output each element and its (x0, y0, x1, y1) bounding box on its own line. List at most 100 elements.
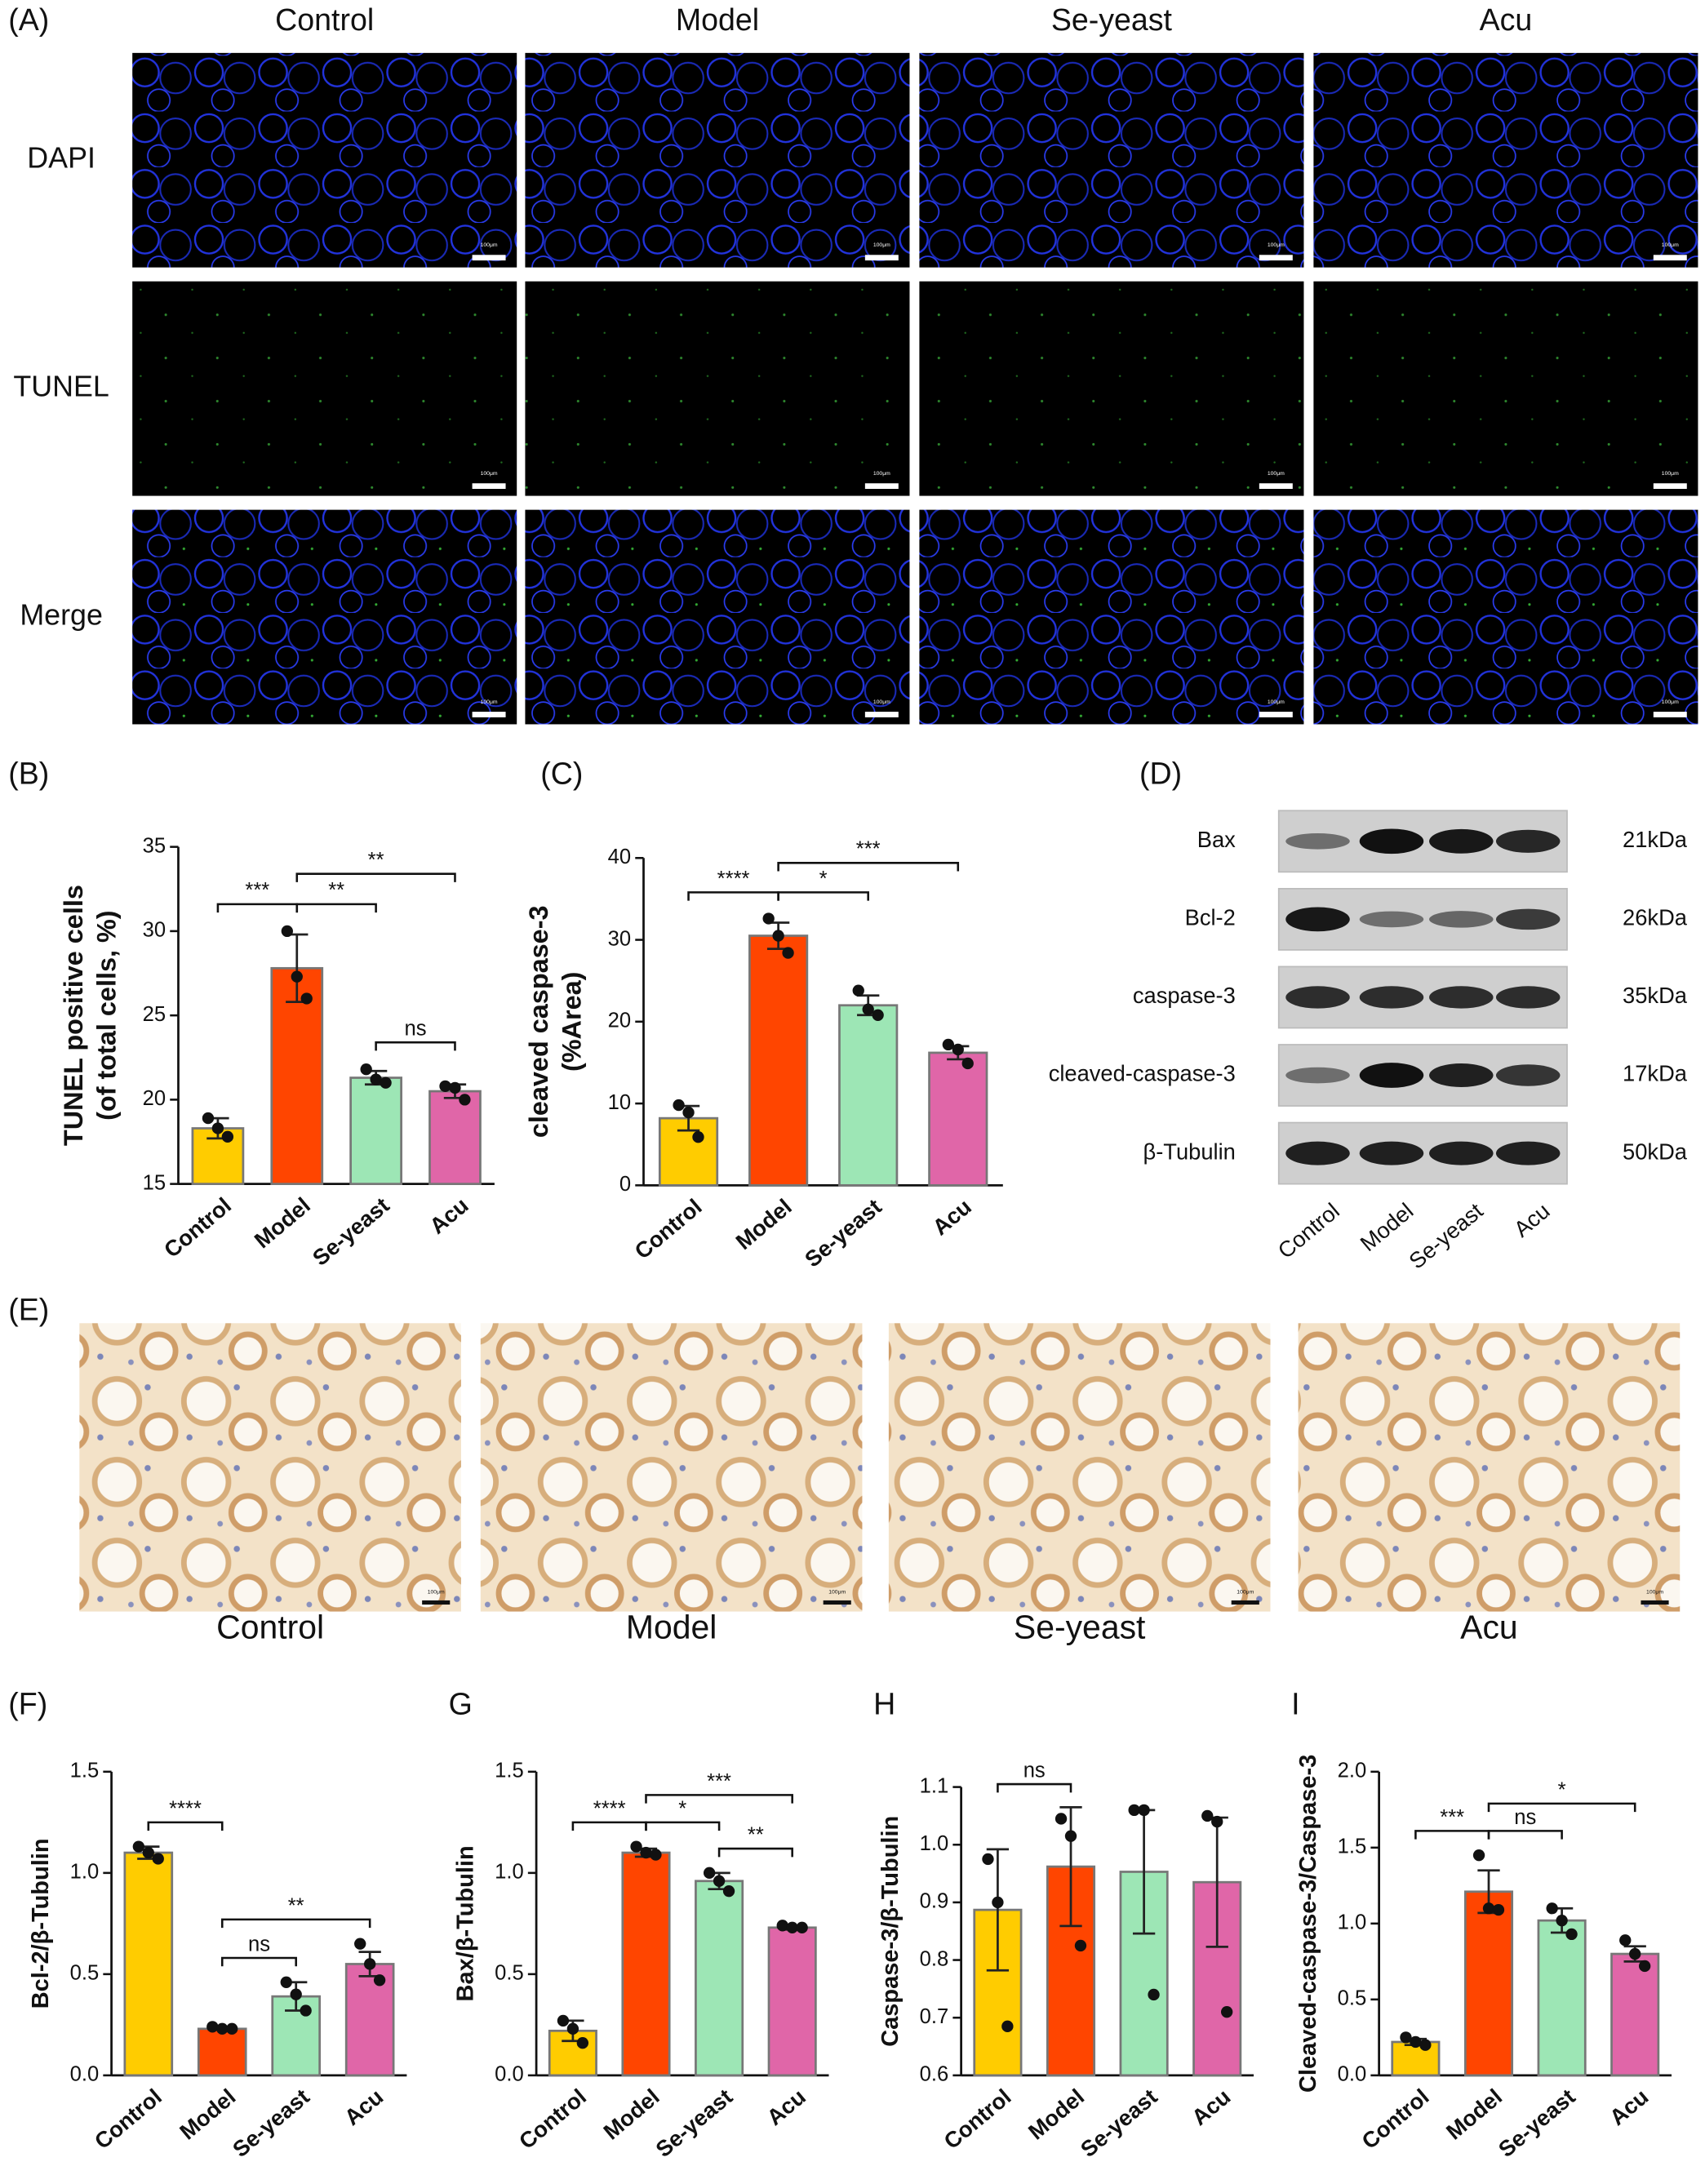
scale-bar-label: 100μm (428, 1589, 445, 1595)
significance-label: ns (248, 1933, 270, 1955)
panel-label: (A) (8, 2, 49, 37)
scale-bar (1259, 255, 1293, 261)
scale-bar-label: 100μm (1237, 1589, 1254, 1595)
data-point (1400, 2031, 1412, 2044)
scale-bar-label: 100μm (481, 471, 498, 477)
y-tick-label: 0.5 (70, 1962, 100, 1985)
bar (344, 1963, 395, 2077)
y-tick-label: 0.0 (495, 2063, 524, 2086)
data-point (776, 1920, 788, 1932)
blot-band (1285, 986, 1350, 1009)
ihc-image (888, 1323, 1271, 1612)
significance-bracket (1487, 1830, 1563, 1840)
y-axis-label: (%Area) (557, 972, 587, 1072)
x-tick-label: Model (175, 2084, 240, 2144)
bar (1610, 1952, 1660, 2077)
scale-bar (864, 483, 899, 490)
bar (838, 1004, 899, 1187)
data-point (459, 1094, 471, 1106)
band-size: 17kDa (1623, 1061, 1688, 1086)
significance-bracket (777, 862, 960, 872)
y-tick-label: 0.6 (920, 2063, 949, 2086)
lane-label: Acu (1509, 1198, 1555, 1242)
x-tick-label: Acu (1605, 2084, 1653, 2130)
data-point (1220, 2005, 1233, 2018)
data-point (211, 1122, 224, 1134)
x-tick-label: Se-yeast (228, 2084, 314, 2162)
scale-bar (472, 483, 506, 490)
data-point (557, 2014, 570, 2027)
scale-bar (422, 1600, 451, 1605)
ihc-image (480, 1323, 863, 1612)
micrograph (919, 509, 1304, 725)
y-tick-label: 1.5 (1338, 1836, 1367, 1858)
y-tick-label: 1.0 (1338, 1911, 1367, 1934)
micrograph (525, 52, 910, 268)
x-tick-label: Model (250, 1192, 315, 1253)
y-axis-label: Bcl-2/β-Tubulin (28, 1838, 54, 2009)
data-point (673, 1099, 685, 1112)
significance-label: *** (1440, 1806, 1464, 1829)
x-tick-label: Control (159, 1192, 236, 1263)
blot-band (1429, 911, 1494, 928)
x-tick-label: Se-yeast (1076, 2084, 1162, 2162)
y-tick-label: 1.5 (70, 1760, 100, 1782)
scale-bar (472, 255, 506, 261)
band-name: Bcl-2 (1185, 905, 1236, 930)
y-tick-label: 1.0 (70, 1861, 100, 1884)
significance-label: *** (707, 1770, 731, 1793)
data-point (796, 1921, 808, 1933)
x-tick-label: Se-yeast (1494, 2084, 1580, 2162)
data-point (862, 1003, 874, 1015)
data-point (762, 912, 775, 925)
data-point (449, 1081, 461, 1094)
data-point (206, 2021, 219, 2033)
y-tick-label: 0.5 (495, 1962, 524, 1985)
significance-bracket (717, 1847, 793, 1858)
scale-bar (864, 712, 899, 717)
x-tick-label: Se-yeast (800, 1194, 886, 1272)
significance-label: **** (593, 1797, 626, 1820)
scale-bar-label: 100μm (1268, 242, 1285, 248)
significance-bracket (1414, 1830, 1490, 1840)
y-tick-label: 40 (608, 846, 631, 868)
band-size: 35kDa (1623, 983, 1688, 1008)
data-point (1638, 1960, 1651, 1973)
blot-band (1285, 1067, 1350, 1084)
y-tick-label: 20 (608, 1010, 631, 1032)
error-bar (986, 1848, 1010, 1972)
data-point (1472, 1849, 1485, 1862)
x-tick-label: Control (1356, 2084, 1433, 2154)
significance-label: ** (328, 879, 344, 902)
y-tick-label: 25 (143, 1003, 166, 1026)
scale-bar (1653, 255, 1687, 261)
micrograph (132, 509, 517, 725)
micrograph (525, 281, 910, 496)
significance-bracket (220, 1918, 371, 1929)
data-point (872, 1009, 884, 1021)
data-point (961, 1057, 974, 1070)
y-axis-label: (of total cells, %) (92, 910, 122, 1120)
y-axis-label: cleaved caspase-3 (524, 905, 553, 1138)
scale-bar-label: 100μm (1646, 1589, 1663, 1595)
y-tick-label: 1.1 (920, 1774, 949, 1797)
data-point (1064, 1830, 1077, 1842)
data-point (216, 2022, 229, 2035)
blot-band (1495, 1141, 1561, 1165)
bar (197, 2027, 247, 2077)
data-point (439, 1080, 451, 1093)
ihc-image (1298, 1323, 1681, 1612)
micrograph (1313, 281, 1698, 496)
data-point (363, 1958, 376, 1970)
x-tick-label: Acu (340, 2084, 388, 2130)
data-point (1074, 1939, 1087, 1952)
data-point (360, 1063, 372, 1076)
blot-band (1495, 1064, 1561, 1086)
panel-label: G (449, 1687, 473, 1721)
panel-label: I (1291, 1687, 1299, 1721)
x-tick-label: Model (598, 2084, 664, 2144)
data-point (630, 1840, 642, 1853)
x-tick-label: Se-yeast (308, 1192, 394, 1271)
significance-bracket (571, 1821, 647, 1831)
significance-bracket (147, 1821, 224, 1831)
